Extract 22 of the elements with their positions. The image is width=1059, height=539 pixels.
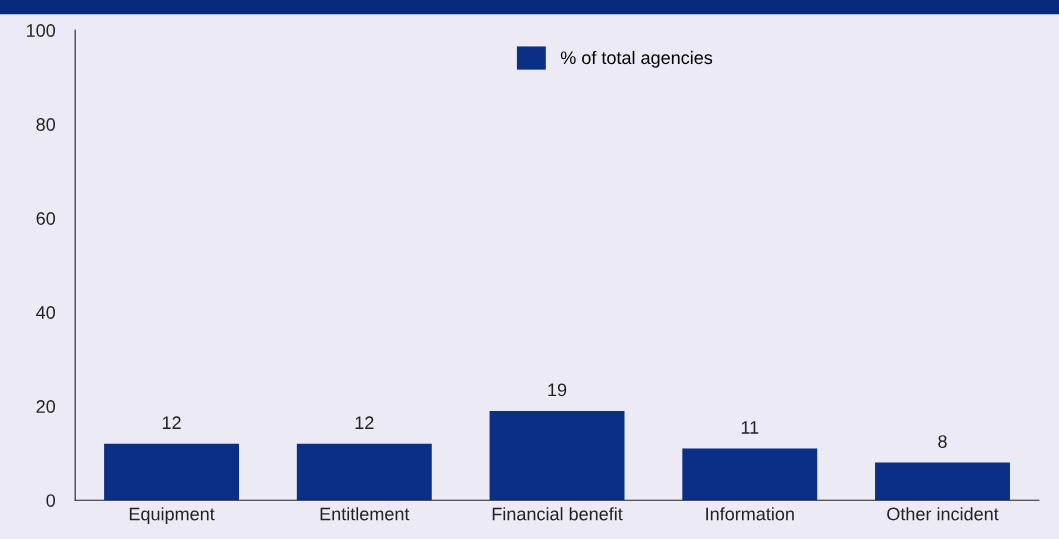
y-tick-label: 40 bbox=[36, 306, 56, 319]
bar bbox=[104, 443, 240, 501]
y-tick-label: 80 bbox=[36, 118, 56, 131]
y-tick-label: 0 bbox=[46, 494, 56, 507]
bar bbox=[489, 410, 625, 501]
bar bbox=[875, 462, 1010, 501]
y-tick-label: 20 bbox=[36, 400, 56, 413]
x-tick-label: Financial benefit bbox=[492, 507, 623, 521]
y-tick-label: 60 bbox=[36, 212, 56, 225]
x-tick-label: Entitlement bbox=[320, 507, 410, 521]
data-label: 11 bbox=[741, 421, 759, 434]
data-label: 12 bbox=[355, 416, 374, 429]
legend-label: % of total agencies bbox=[560, 50, 713, 68]
x-tick-label: Information bbox=[706, 507, 794, 521]
bar bbox=[682, 448, 818, 501]
data-label: 12 bbox=[162, 416, 181, 429]
x-tick-label: Equipment bbox=[129, 507, 215, 524]
x-tick-label: Other incident bbox=[887, 507, 999, 521]
data-label: 19 bbox=[548, 383, 567, 397]
y-tick-label: 100 bbox=[27, 24, 56, 37]
data-label: 8 bbox=[938, 435, 947, 448]
bar bbox=[296, 443, 432, 501]
